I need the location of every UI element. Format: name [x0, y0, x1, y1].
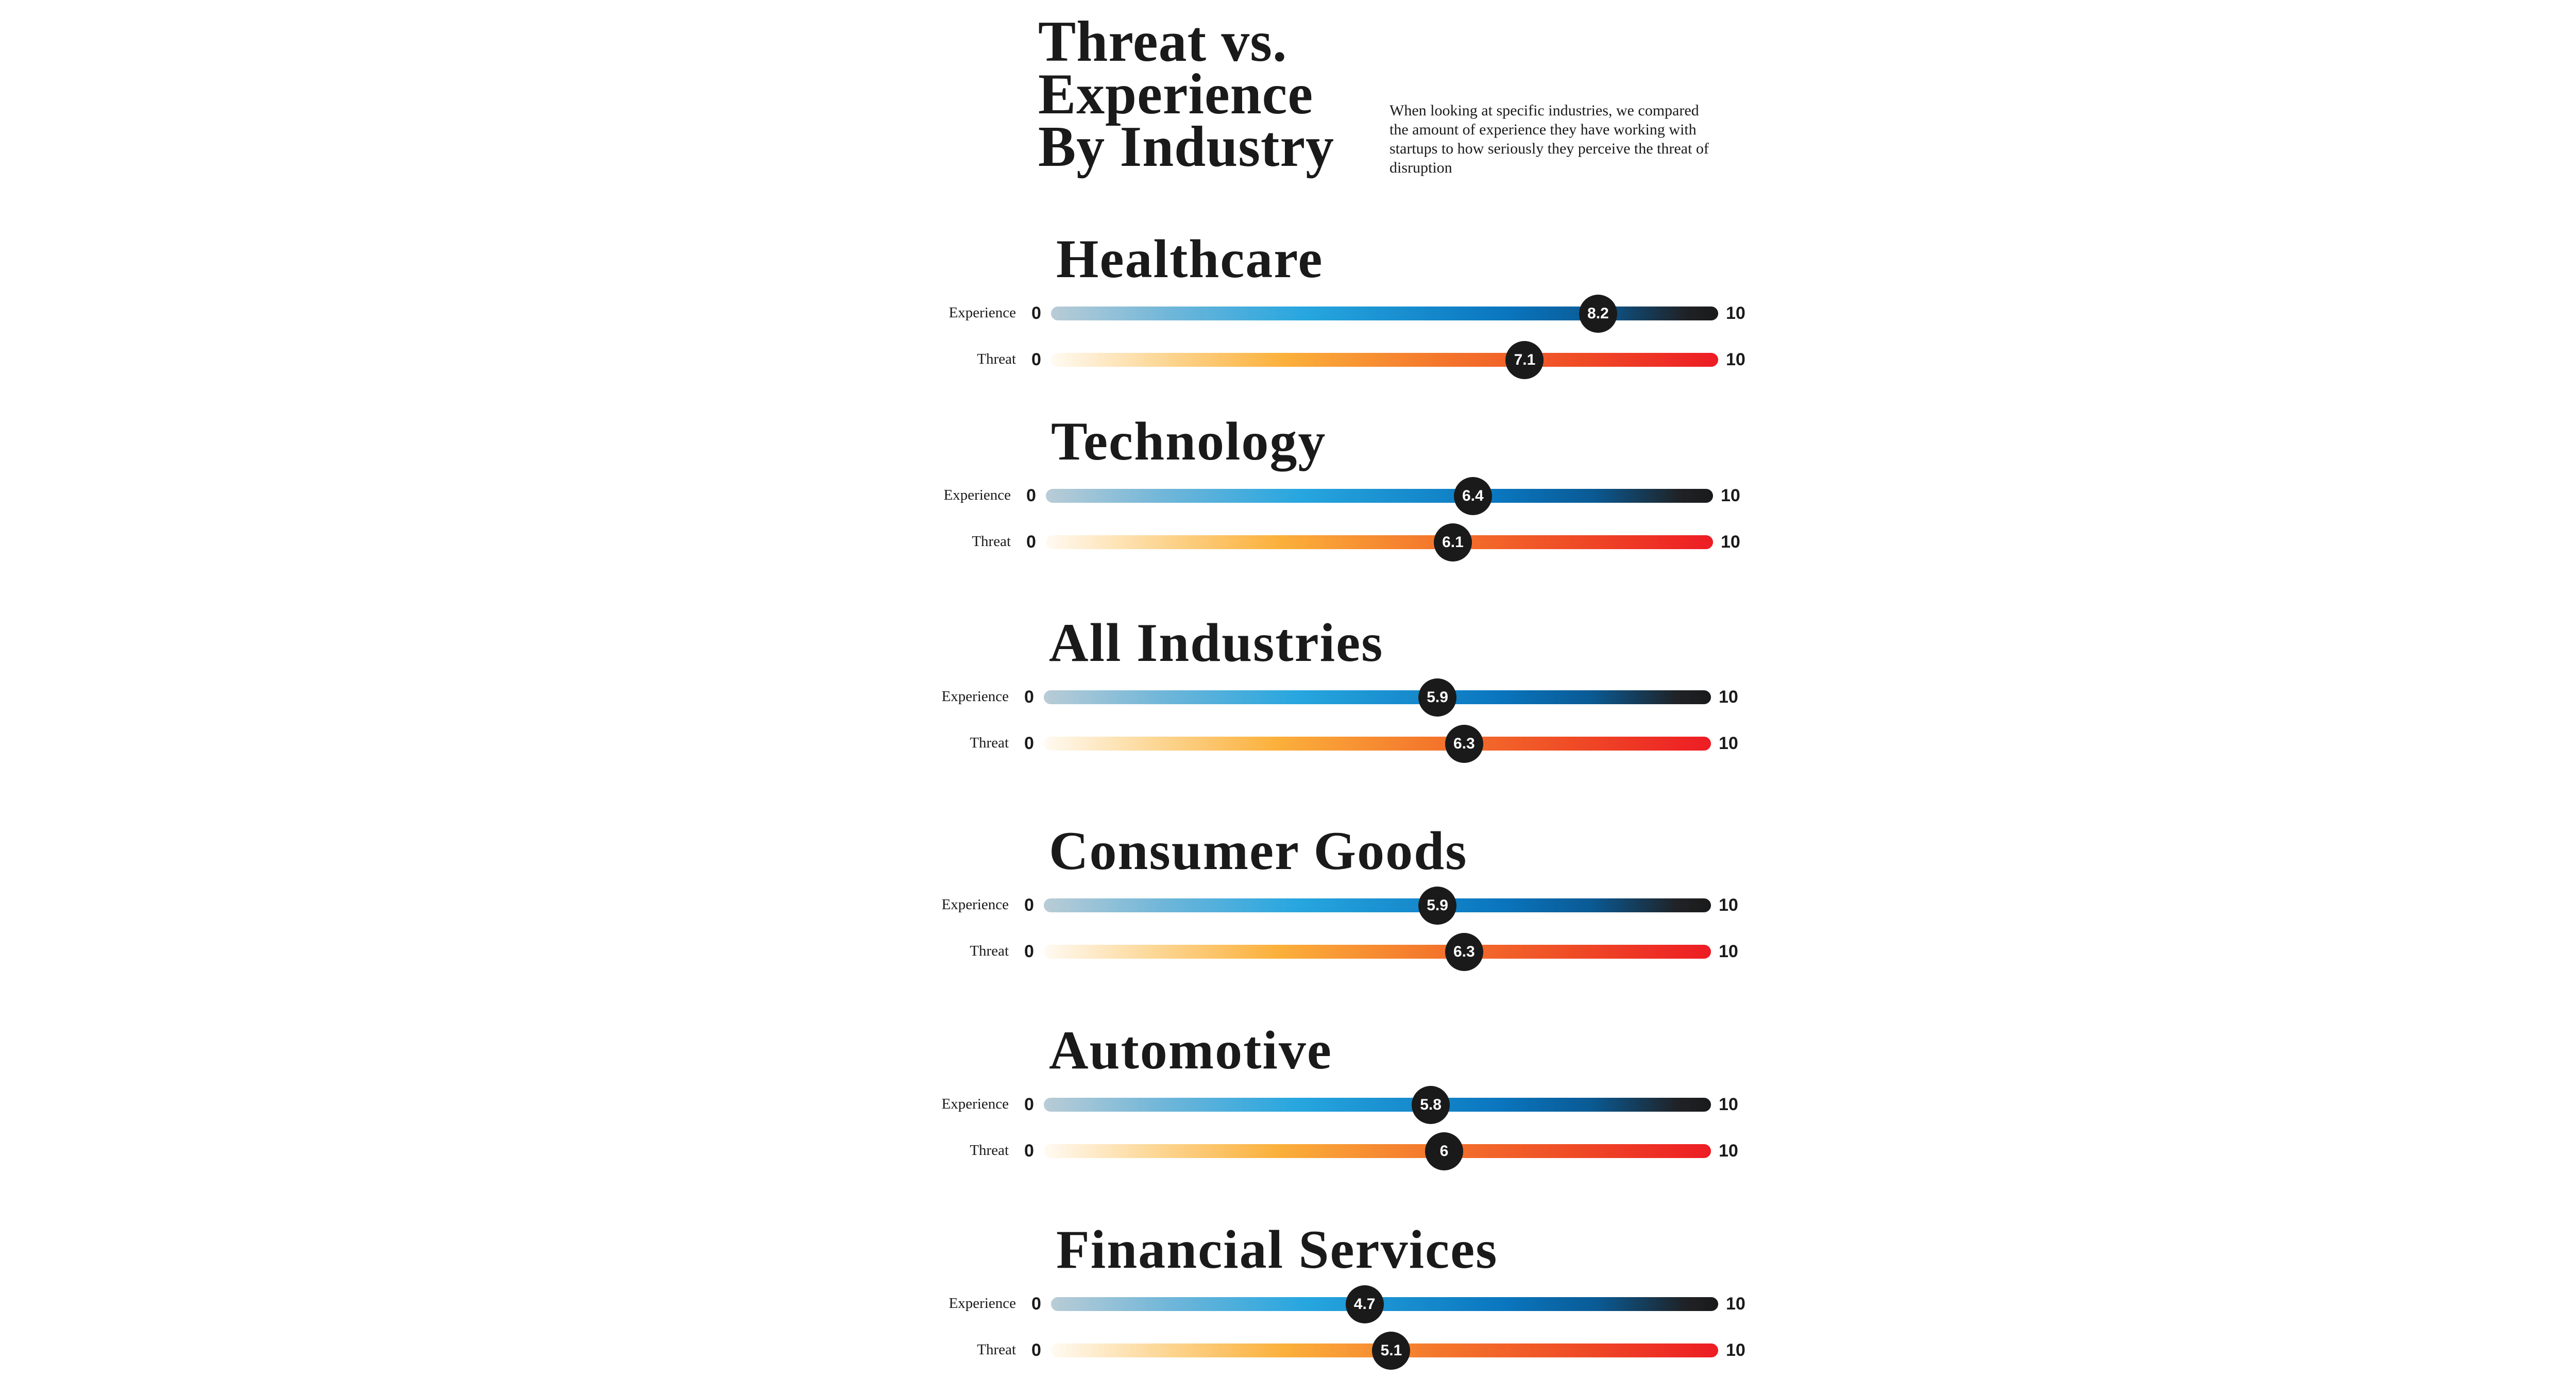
threat-gradient-bar [1044, 1144, 1711, 1158]
scale-min-label: 0 [1031, 1340, 1041, 1360]
experience-row: Experience 0 5.8 10 [942, 1086, 1738, 1124]
threat-value-marker: 5.1 [1372, 1332, 1411, 1370]
experience-label: Experience [948, 304, 1016, 321]
experience-value-marker: 4.7 [1345, 1285, 1384, 1323]
industry-heading: Consumer Goods [1049, 821, 1468, 881]
threat-row: Threat 0 6 10 [970, 1132, 1738, 1170]
industry-heading: Automotive [1049, 1020, 1332, 1080]
industry-section: Automotive Experience 0 5.8 10 Threat 0 … [942, 1020, 1920, 1196]
industry-heading: Technology [1051, 411, 1327, 471]
industry-section: Financial Services Experience 0 4.7 10 T… [949, 1219, 1927, 1395]
experience-gradient-bar [1051, 307, 1718, 320]
scale-min-label: 0 [1024, 687, 1034, 707]
threat-label: Threat [977, 1341, 1016, 1358]
experience-value-marker: 5.8 [1412, 1086, 1450, 1124]
threat-value-marker: 6.1 [1433, 523, 1472, 562]
scale-max-label: 10 [1719, 687, 1738, 707]
scale-min-label: 0 [1024, 895, 1034, 915]
threat-gradient-bar [1044, 945, 1711, 959]
threat-row: Threat 0 5.1 10 [977, 1332, 1745, 1370]
experience-label: Experience [943, 487, 1011, 503]
experience-label: Experience [941, 896, 1009, 913]
threat-value-marker: 6.3 [1445, 725, 1483, 763]
experience-row: Experience 0 6.4 10 [944, 477, 1740, 515]
scale-min-label: 0 [1031, 1294, 1041, 1314]
scale-max-label: 10 [1719, 1141, 1738, 1161]
threat-row: Threat 0 6.3 10 [970, 933, 1738, 971]
scale-min-label: 0 [1024, 1095, 1034, 1114]
threat-label: Threat [970, 735, 1009, 751]
experience-value-marker: 8.2 [1579, 295, 1617, 333]
threat-row: Threat 0 6.1 10 [972, 523, 1740, 562]
experience-value-marker: 5.9 [1418, 887, 1457, 925]
experience-row: Experience 0 5.9 10 [942, 887, 1738, 925]
threat-gradient-bar [1051, 353, 1718, 367]
experience-label: Experience [941, 1096, 1009, 1112]
scale-min-label: 0 [1031, 350, 1041, 369]
scale-max-label: 10 [1719, 942, 1738, 961]
threat-gradient-bar [1044, 737, 1711, 751]
title-line: Experience [1038, 62, 1314, 126]
scale-min-label: 0 [1031, 303, 1041, 323]
chart-title: Threat vs. Experience By Industry [1038, 10, 1341, 179]
threat-gradient-bar [1046, 535, 1713, 549]
industry-section: All Industries Experience 0 5.9 10 Threa… [942, 613, 1920, 788]
experience-row: Experience 0 8.2 10 [949, 295, 1745, 333]
experience-gradient-bar [1051, 1297, 1718, 1311]
experience-label: Experience [941, 688, 1009, 705]
scale-min-label: 0 [1026, 532, 1036, 552]
experience-gradient-bar [1044, 1098, 1711, 1112]
title-line: Threat vs. [1038, 10, 1287, 74]
experience-gradient-bar [1046, 489, 1713, 503]
scale-max-label: 10 [1719, 734, 1738, 753]
threat-value-marker: 6 [1425, 1132, 1463, 1170]
industry-heading: All Industries [1049, 613, 1384, 673]
industry-heading: Healthcare [1056, 229, 1324, 289]
threat-value-marker: 6.3 [1445, 933, 1483, 971]
threat-label: Threat [972, 533, 1011, 550]
scale-max-label: 10 [1726, 1340, 1745, 1360]
threat-row: Threat 0 7.1 10 [977, 341, 1745, 379]
experience-gradient-bar [1044, 690, 1711, 704]
scale-min-label: 0 [1024, 1141, 1034, 1161]
industry-section: Technology Experience 0 6.4 10 Threat 0 … [944, 411, 1922, 587]
industry-section: Healthcare Experience 0 8.2 10 Threat 0 … [949, 229, 1927, 404]
title-line: By Industry [1038, 115, 1335, 179]
scale-max-label: 10 [1719, 895, 1738, 915]
scale-max-label: 10 [1726, 350, 1745, 369]
scale-max-label: 10 [1726, 1294, 1745, 1314]
experience-value-marker: 5.9 [1418, 678, 1457, 717]
threat-label: Threat [970, 1142, 1009, 1159]
threat-row: Threat 0 6.3 10 [970, 725, 1738, 763]
chart-description: When looking at specific industries, we … [1389, 102, 1709, 176]
scale-min-label: 0 [1024, 734, 1034, 753]
industry-heading: Financial Services [1056, 1219, 1498, 1280]
experience-value-marker: 6.4 [1453, 477, 1492, 515]
threat-label: Threat [977, 351, 1016, 367]
experience-row: Experience 0 5.9 10 [942, 678, 1738, 717]
scale-max-label: 10 [1721, 532, 1740, 552]
experience-label: Experience [948, 1295, 1016, 1312]
industry-section: Consumer Goods Experience 0 5.9 10 Threa… [942, 821, 1920, 996]
scale-max-label: 10 [1719, 1095, 1738, 1114]
scale-max-label: 10 [1726, 303, 1745, 323]
experience-gradient-bar [1044, 898, 1711, 912]
scale-min-label: 0 [1026, 486, 1036, 505]
threat-value-marker: 7.1 [1505, 341, 1544, 379]
scale-max-label: 10 [1721, 486, 1740, 505]
scale-min-label: 0 [1024, 942, 1034, 961]
experience-row: Experience 0 4.7 10 [949, 1285, 1745, 1323]
threat-label: Threat [970, 943, 1009, 959]
